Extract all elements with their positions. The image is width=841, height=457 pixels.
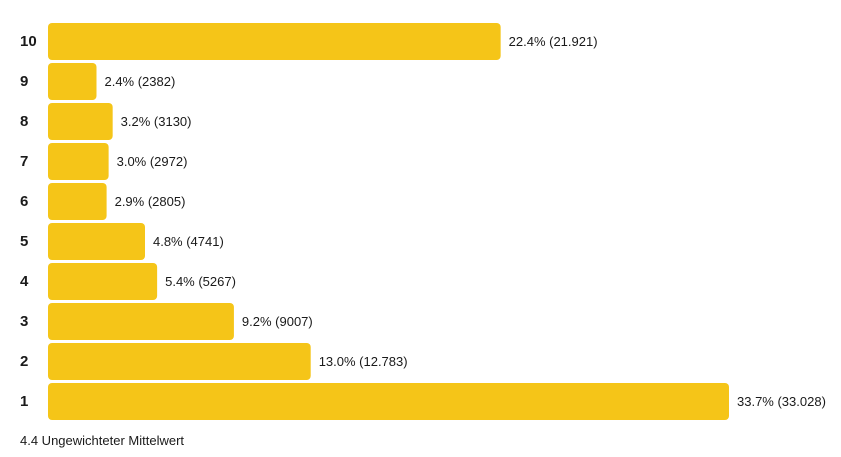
bar-7 [48, 143, 109, 180]
bar-row-3: 3 9.2% (9007) [20, 303, 313, 340]
bar-5 [48, 223, 145, 260]
bar-8 [48, 103, 113, 140]
bar-row-9: 9 2.4% (2382) [20, 63, 175, 100]
bar-chart: 10 22.4% (21.921) 9 2.4% (2382) 8 3.2% (3130)… [20, 23, 826, 420]
bar-row-4: 4 5.4% (5267) [20, 263, 236, 300]
value-label-7: 3.0% (2972) [117, 154, 188, 169]
category-label-8: 8 [20, 113, 28, 130]
bar-6 [48, 183, 107, 220]
bar-9 [48, 63, 97, 100]
category-label-2: 2 [20, 353, 28, 370]
bar-1 [48, 383, 729, 420]
unweighted-mean-note: 4.4 Ungewichteter Mittelwert [20, 433, 185, 448]
bar-3 [48, 303, 234, 340]
category-label-3: 3 [20, 313, 28, 330]
bar-row-6: 6 2.9% (2805) [20, 183, 185, 220]
bar-row-8: 8 3.2% (3130) [20, 103, 191, 140]
category-label-7: 7 [20, 153, 28, 170]
category-label-10: 10 [20, 33, 37, 50]
value-label-6: 2.9% (2805) [115, 194, 186, 209]
category-label-6: 6 [20, 193, 28, 210]
bar-row-10: 10 22.4% (21.921) [20, 23, 598, 60]
value-label-2: 13.0% (12.783) [319, 354, 408, 369]
value-label-1: 33.7% (33.028) [737, 394, 826, 409]
bar-row-7: 7 3.0% (2972) [20, 143, 187, 180]
bar-row-2: 2 13.0% (12.783) [20, 343, 408, 380]
bar-4 [48, 263, 158, 300]
category-label-9: 9 [20, 73, 28, 90]
value-label-4: 5.4% (5267) [165, 274, 236, 289]
bar-row-1: 1 33.7% (33.028) [20, 383, 826, 420]
bar-10 [48, 23, 501, 60]
value-label-5: 4.8% (4741) [153, 234, 224, 249]
value-label-9: 2.4% (2382) [104, 74, 175, 89]
bar-2 [48, 343, 311, 380]
category-label-4: 4 [20, 273, 29, 290]
category-label-5: 5 [20, 233, 28, 250]
value-label-10: 22.4% (21.921) [509, 34, 598, 49]
value-label-8: 3.2% (3130) [121, 114, 192, 129]
bar-row-5: 5 4.8% (4741) [20, 223, 224, 260]
value-label-3: 9.2% (9007) [242, 314, 313, 329]
category-label-1: 1 [20, 393, 28, 410]
